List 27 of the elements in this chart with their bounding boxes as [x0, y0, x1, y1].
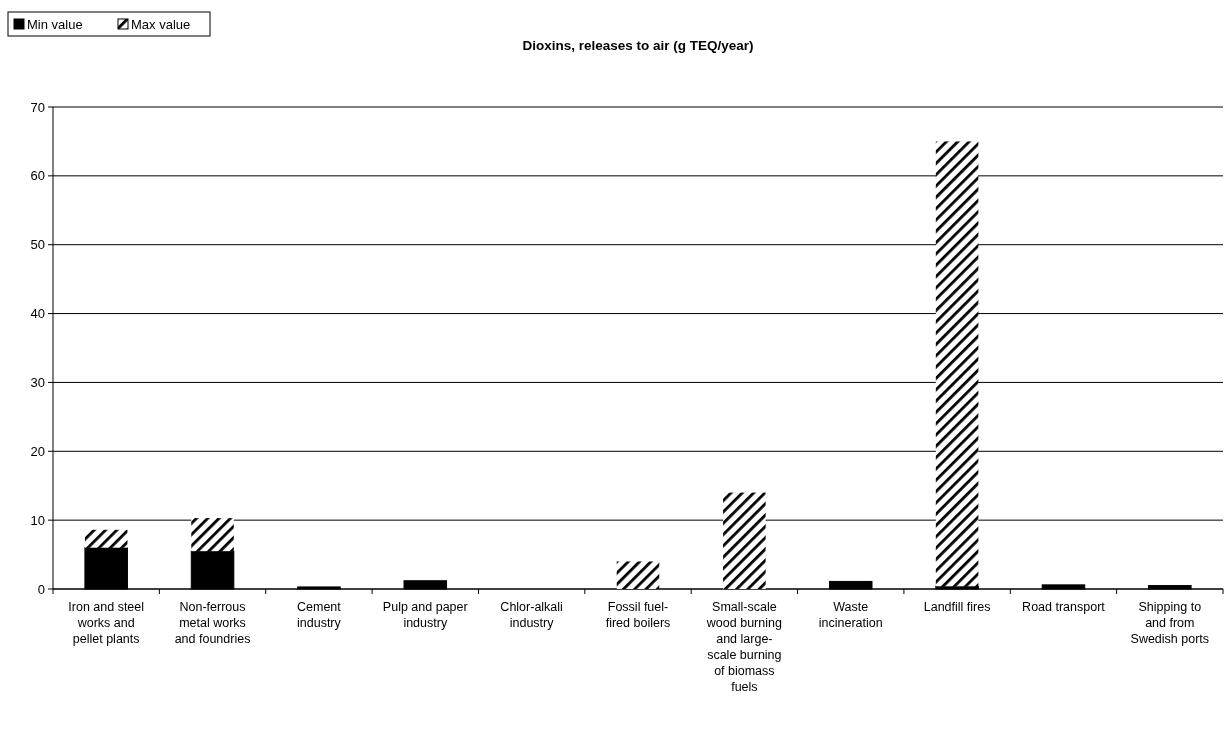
- chart-title: Dioxins, releases to air (g TEQ/year): [522, 38, 754, 53]
- x-tick-label: Waste incineration: [818, 600, 883, 630]
- legend-label: Max value: [131, 17, 191, 32]
- x-tick-label: Iron and steel works and pellet plants: [68, 600, 145, 646]
- x-tick-label: Road transport: [1022, 600, 1106, 614]
- y-tick-label: 40: [30, 306, 45, 322]
- x-tick-label: Non-ferrous metal works and foundries: [174, 600, 251, 646]
- bar: [723, 492, 766, 589]
- x-tick-label: Small-scale wood burning and large-scale burning of biomass fuels: [705, 600, 782, 694]
- y-tick-label: 60: [30, 168, 45, 184]
- x-tick-label: Cement industry: [297, 600, 342, 630]
- y-tick-label: 50: [30, 237, 45, 253]
- x-tick-label: Shipping to and from Swedish ports: [1130, 600, 1210, 646]
- x-tick-label: Pulp and paper industry: [382, 600, 468, 630]
- bar: [84, 529, 128, 548]
- y-tick-label: 20: [30, 443, 45, 459]
- bar: [935, 141, 979, 587]
- bar: [191, 518, 234, 552]
- y-tick-label: 10: [30, 512, 45, 528]
- y-tick-label: 70: [30, 99, 45, 115]
- x-tick-label: Chlor-alkali industry: [500, 600, 563, 630]
- y-tick-label: 30: [30, 374, 45, 390]
- x-tick-label: Fossil fuel-fired boilers: [605, 600, 671, 630]
- bar: [616, 561, 660, 589]
- x-tick-label: Landfill fires: [923, 600, 991, 614]
- y-tick-label: 0: [37, 581, 45, 597]
- legend-label: Min value: [27, 17, 83, 32]
